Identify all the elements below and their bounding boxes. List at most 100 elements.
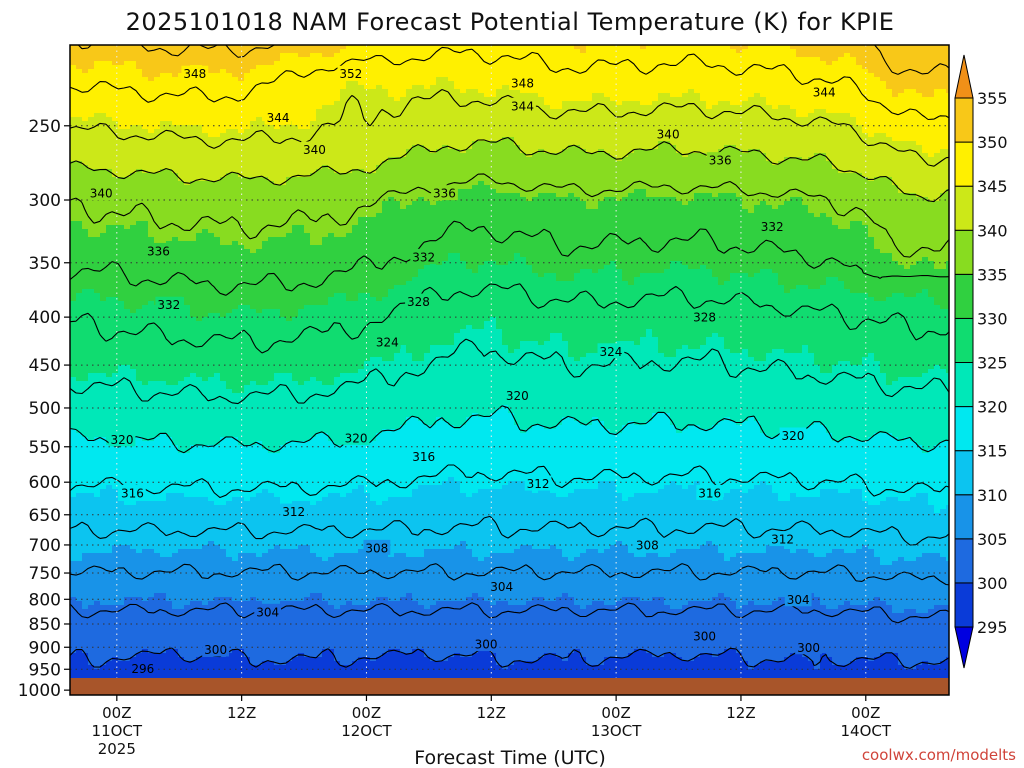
field-cell	[610, 157, 617, 162]
field-cell	[400, 89, 407, 94]
field-cell	[832, 81, 839, 86]
field-cell	[298, 57, 305, 62]
field-cell	[874, 97, 881, 102]
field-cell	[748, 145, 755, 150]
field-cell	[946, 145, 949, 150]
field-cell	[736, 117, 743, 122]
field-cell	[622, 173, 629, 178]
field-cell	[454, 97, 461, 102]
field-cell	[850, 105, 857, 110]
field-cell	[916, 45, 923, 50]
field-cell	[94, 49, 101, 54]
field-cell	[472, 153, 479, 158]
field-cell	[940, 113, 947, 118]
field-cell	[124, 89, 131, 94]
field-cell	[394, 133, 401, 138]
field-cell	[334, 101, 341, 106]
field-cell	[580, 97, 587, 102]
field-cell	[166, 53, 173, 58]
field-cell	[724, 105, 731, 110]
field-cell	[754, 97, 761, 102]
field-cell	[832, 157, 839, 162]
field-cell	[766, 149, 773, 154]
field-cell	[598, 97, 605, 102]
field-cell	[940, 73, 947, 78]
field-cell	[136, 161, 143, 166]
field-cell	[76, 129, 83, 134]
field-cell	[556, 153, 563, 158]
field-cell	[874, 149, 881, 154]
field-cell	[136, 97, 143, 102]
field-cell	[640, 85, 647, 90]
field-cell	[172, 129, 179, 134]
field-cell	[568, 161, 575, 166]
field-cell	[190, 157, 197, 162]
field-cell	[940, 45, 947, 50]
field-cell	[664, 49, 671, 54]
field-cell	[106, 177, 113, 182]
field-cell	[520, 165, 527, 170]
field-cell	[526, 65, 533, 70]
field-cell	[610, 137, 617, 142]
field-cell	[796, 141, 803, 146]
field-cell	[478, 141, 485, 146]
field-cell	[790, 93, 797, 98]
field-cell	[928, 141, 935, 146]
field-cell	[514, 129, 521, 134]
field-cell	[640, 145, 647, 150]
field-cell	[94, 173, 101, 178]
field-cell	[550, 93, 557, 98]
field-cell	[652, 149, 659, 154]
field-cell	[448, 93, 455, 98]
field-cell	[430, 153, 437, 158]
field-cell	[580, 177, 587, 182]
field-cell	[778, 133, 785, 138]
field-cell	[700, 69, 707, 74]
field-cell	[298, 105, 305, 110]
field-cell	[400, 93, 407, 98]
field-cell	[244, 165, 251, 170]
field-cell	[784, 125, 791, 130]
field-cell	[310, 117, 317, 122]
field-cell	[664, 117, 671, 122]
field-cell	[718, 73, 725, 78]
field-cell	[682, 105, 689, 110]
field-cell	[658, 77, 665, 82]
field-cell	[460, 177, 467, 182]
field-cell	[550, 65, 557, 70]
field-cell	[610, 53, 617, 58]
field-cell	[316, 57, 323, 62]
field-cell	[730, 149, 737, 154]
field-cell	[106, 93, 113, 98]
field-cell	[118, 149, 125, 154]
field-cell	[880, 101, 887, 106]
field-cell	[844, 165, 851, 170]
field-cell	[814, 113, 821, 118]
field-cell	[382, 45, 389, 50]
field-cell	[922, 73, 929, 78]
field-cell	[268, 57, 275, 62]
field-cell	[886, 113, 893, 118]
field-cell	[274, 101, 281, 106]
field-cell	[310, 81, 317, 86]
field-cell	[922, 165, 929, 170]
field-cell	[514, 49, 521, 54]
field-cell	[172, 169, 179, 174]
field-cell	[592, 153, 599, 158]
field-cell	[850, 177, 857, 182]
field-cell	[142, 117, 149, 122]
field-cell	[916, 173, 923, 178]
field-cell	[844, 137, 851, 142]
field-cell	[394, 77, 401, 82]
field-cell	[154, 73, 161, 78]
field-cell	[796, 137, 803, 142]
field-cell	[358, 89, 365, 94]
field-cell	[760, 57, 767, 62]
field-cell	[400, 49, 407, 54]
field-cell	[538, 45, 545, 50]
field-cell	[754, 81, 761, 86]
field-cell	[910, 109, 917, 114]
field-cell	[502, 141, 509, 146]
field-cell	[94, 97, 101, 102]
field-cell	[328, 121, 335, 126]
